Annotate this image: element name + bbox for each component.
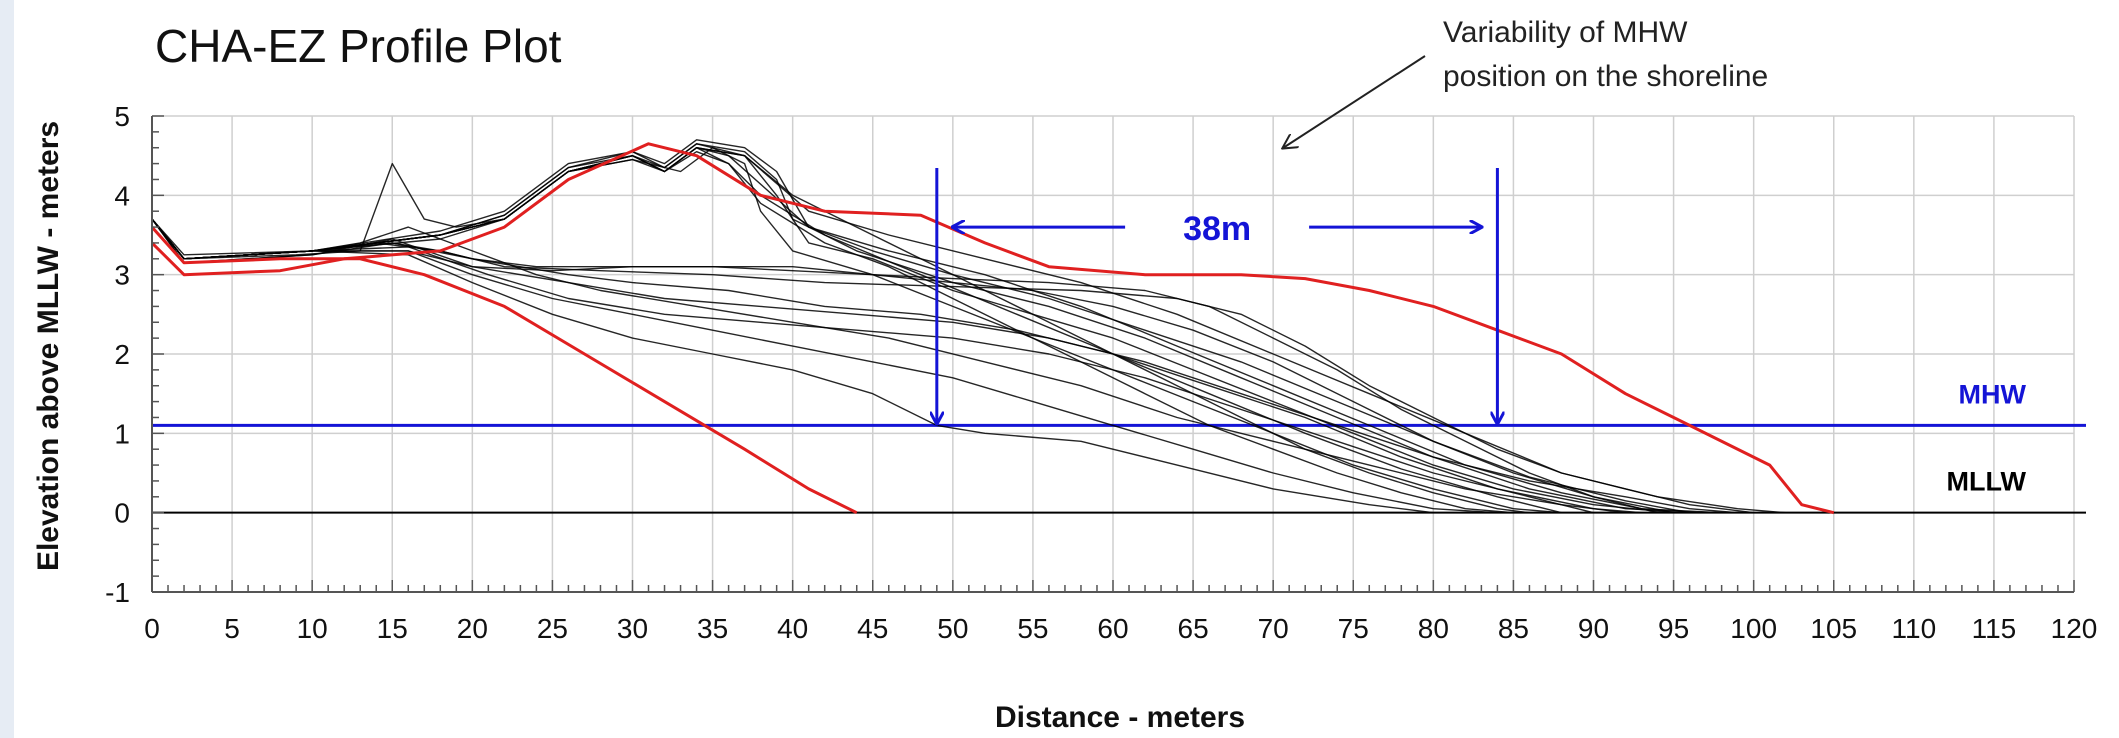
x-tick-label: 55: [1017, 613, 1048, 644]
x-tick-label: 115: [1972, 613, 2017, 644]
y-axis-label: Elevation above MLLW - meters: [32, 121, 65, 571]
annotations: 38m: [937, 55, 1498, 423]
x-tick-label: 65: [1178, 613, 1209, 644]
profile-line: [151, 218, 1498, 514]
mhw-label: MHW: [1959, 379, 2027, 409]
x-tick-label: 10: [297, 613, 328, 644]
profile-line: [151, 218, 1594, 514]
axes: 0 5 10 15 20 25 30 35 40 45 50 55 60 65 70 75 80 85 90 95 10…: [105, 101, 2097, 644]
x-tick-label: 45: [857, 613, 888, 644]
x-tick-label: 85: [1498, 613, 1529, 644]
envelope-lines: [150, 142, 1835, 515]
y-tick-label: 4: [114, 180, 130, 211]
x-tick-label: 50: [937, 613, 968, 644]
x-tick-label: 95: [1658, 613, 1689, 644]
profile-line: [151, 147, 1562, 514]
profile-lines: [151, 139, 1786, 514]
variability-note-line2: position on the shoreline: [1443, 60, 1768, 93]
variability-note-line1: Variability of MHW: [1443, 16, 1688, 49]
y-tick-label: 0: [114, 498, 130, 529]
y-tick-label: 3: [114, 260, 130, 291]
profile-line: [151, 139, 1690, 514]
x-tick-label: 80: [1418, 613, 1449, 644]
x-tick-label: 5: [224, 613, 240, 644]
x-tick-label: 35: [697, 613, 728, 644]
x-tick-label: 110: [1892, 613, 1937, 644]
x-tick-label: 40: [777, 613, 808, 644]
y-tick-label: 1: [114, 418, 130, 449]
x-tick-label: 75: [1338, 613, 1369, 644]
x-tick-label: 15: [377, 613, 408, 644]
chart-frame: [14, 0, 2119, 738]
profile-line: [151, 218, 1434, 514]
y-tick-label: 5: [114, 101, 130, 132]
note-pointer-arrow: [1283, 55, 1426, 148]
profile-line: [151, 147, 1674, 514]
profile-line: [151, 218, 1754, 514]
envelope-line: [150, 226, 858, 515]
x-tick-label: 70: [1258, 613, 1289, 644]
span-label: 38m: [1183, 210, 1251, 248]
x-axis-label: Distance - meters: [995, 701, 1245, 734]
x-tick-label: 100: [1730, 613, 1777, 644]
profile-line: [151, 143, 1530, 514]
y-tick-label: 2: [114, 339, 130, 370]
chart-title: CHA-EZ Profile Plot: [155, 20, 562, 72]
mllw-label: MLLW: [1947, 467, 2027, 497]
x-tick-label: 25: [537, 613, 568, 644]
reference-lines: MHW MLLW: [152, 379, 2086, 514]
x-tick-label: 20: [457, 613, 488, 644]
profile-line: [151, 151, 1562, 514]
y-tick-label: -1: [105, 577, 130, 608]
profile-line: [151, 218, 1642, 514]
profile-line: [151, 218, 1738, 514]
envelope-line: [150, 142, 1835, 515]
profile-line: [151, 147, 1514, 514]
x-tick-label: 120: [2051, 613, 2098, 644]
x-tick-label: 90: [1578, 613, 1609, 644]
x-tick-label: 0: [144, 613, 160, 644]
profile-line: [151, 147, 1786, 514]
x-tick-label: 105: [1810, 613, 1857, 644]
x-tick-label: 60: [1097, 613, 1128, 644]
x-tick-label: 30: [617, 613, 648, 644]
